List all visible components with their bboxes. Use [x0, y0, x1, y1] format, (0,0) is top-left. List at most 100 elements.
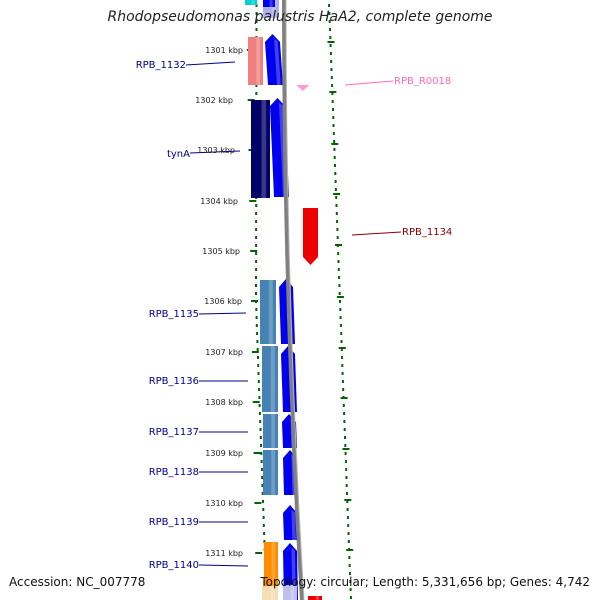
track-dot	[255, 308, 258, 311]
cds-bottom-lavender-highlight	[290, 585, 295, 600]
track-dot	[339, 300, 341, 303]
track-dot	[337, 260, 340, 263]
ruler-tick	[327, 41, 335, 43]
track-dot	[333, 140, 336, 143]
genome-title: Rhodopseudomonas palustris HaA2, complet…	[107, 9, 493, 25]
track-dot	[337, 268, 340, 271]
track-dot	[263, 532, 266, 535]
track-dot	[342, 404, 345, 407]
track-dot	[255, 276, 257, 279]
track-dot	[257, 372, 260, 375]
cds-bottom-red	[308, 596, 322, 600]
connector-rpb-1134	[351, 231, 402, 236]
track-dot	[260, 468, 263, 471]
track-dot	[345, 476, 348, 479]
ruler-tick	[250, 250, 258, 252]
gene-label-tyna[interactable]: tynA	[167, 149, 190, 160]
track-dot	[255, 84, 258, 87]
ruler-tick	[255, 552, 263, 554]
track-dot	[344, 444, 347, 447]
track-dot	[255, 252, 258, 255]
gene-label-rpb-1134[interactable]: RPB_1134	[402, 227, 452, 238]
ruler-labels: 1301 kbp 1302 kbp 1303 kbp 1304 kbp 1305…	[195, 46, 243, 558]
cds-bottom-lavender	[283, 585, 297, 600]
gene-label-rpb-r0018[interactable]: RPB_R0018	[394, 76, 451, 87]
track-dot	[338, 292, 341, 295]
track-dot	[333, 156, 336, 159]
kbp-label: 1301 kbp	[205, 46, 243, 55]
track-dot	[343, 412, 346, 415]
track-dot	[255, 4, 258, 7]
track-dot	[331, 100, 334, 103]
track-dot	[255, 228, 258, 231]
track-dot	[349, 596, 352, 599]
track-dot	[339, 324, 342, 327]
track-dot	[334, 188, 337, 191]
track-dot	[256, 340, 259, 343]
cds-rpb-1136-highlight	[270, 346, 275, 412]
track-dot	[258, 412, 261, 415]
cds-bottom-wheat	[262, 586, 278, 600]
track-dot	[336, 236, 339, 239]
kbp-label: 1307 kbp	[205, 348, 243, 357]
gene-label-rpb-1138[interactable]: RPB_1138	[149, 467, 199, 478]
track-dot	[332, 132, 335, 135]
kbp-label: 1305 kbp	[202, 247, 240, 256]
track-dot	[330, 68, 333, 71]
track-dot	[261, 484, 264, 487]
cds-rpb-1132-highlight	[256, 37, 260, 85]
ruler-tick	[251, 300, 258, 302]
track-dot	[345, 484, 348, 487]
track-dot	[261, 492, 264, 495]
track-dot	[255, 236, 258, 239]
connector-rpb-1135	[198, 312, 247, 315]
ruler-tick	[333, 193, 341, 195]
cds-rpb-1139-highlight	[291, 509, 296, 540]
track-dot	[339, 316, 342, 319]
track-dot	[259, 428, 262, 431]
cds-top-blue	[263, 0, 275, 7]
track-dot	[262, 508, 265, 511]
track-dot	[259, 436, 262, 439]
track-dot	[255, 92, 258, 95]
kbp-label: 1308 kbp	[205, 398, 243, 407]
track-dot	[257, 356, 259, 359]
track-dot	[336, 220, 339, 223]
connector-rpb-1140	[198, 564, 249, 567]
cds-top-cyan-highlight	[251, 0, 255, 5]
track-dot	[329, 44, 332, 47]
track-dot	[349, 588, 352, 591]
cds-rpb-1135-highlight	[268, 280, 273, 344]
track-dot	[346, 508, 349, 511]
gene-label-rpb-1132[interactable]: RPB_1132	[136, 60, 186, 71]
gene-label-rpb-1135[interactable]: RPB_1135	[149, 309, 199, 320]
track-dot	[255, 284, 257, 287]
gene-label-rpb-1140[interactable]: RPB_1140	[149, 560, 199, 571]
track-dot	[337, 252, 340, 255]
label-connectors	[185, 61, 402, 567]
cds-rpb-1140-highlight	[271, 542, 276, 600]
track-dot	[256, 332, 259, 335]
track-dot	[329, 36, 332, 39]
track-dot	[255, 260, 258, 263]
track-dot	[344, 436, 346, 439]
gene-label-rpb-1136[interactable]: RPB_1136	[149, 376, 199, 387]
track-dot	[329, 52, 332, 55]
gene-label-rpb-1139[interactable]: RPB_1139	[149, 517, 199, 528]
gene-label-rpb-1137[interactable]: RPB_1137	[149, 427, 199, 438]
ruler-tick	[335, 244, 342, 246]
gene-labels: RPB_1132 tynA RPB_1135 RPB_1136 RPB_1137…	[136, 60, 453, 571]
track-dot	[255, 212, 258, 215]
accession-text: Accession: NC_007778	[9, 575, 146, 589]
track-dot	[328, 12, 331, 15]
ruler-tick	[329, 91, 337, 93]
track-dot	[258, 404, 261, 407]
connector-rpb-r0018	[344, 80, 394, 86]
track-dot	[341, 364, 344, 367]
track-dot	[346, 500, 349, 503]
kbp-label: 1304 kbp	[200, 197, 238, 206]
track-dot	[343, 420, 346, 423]
cds-top-lavender-highlight	[271, 0, 276, 18]
ruler-tick	[342, 448, 350, 450]
